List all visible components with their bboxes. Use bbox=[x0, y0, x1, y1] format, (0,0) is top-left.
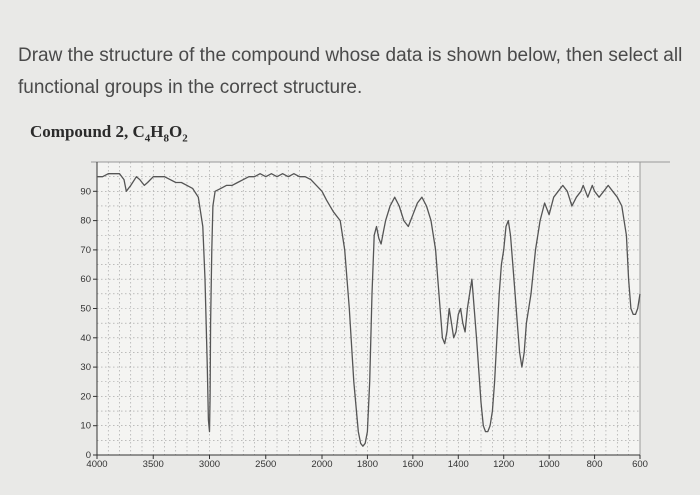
x-tick-label: 1600 bbox=[402, 459, 423, 470]
compound-title: Compound 2, C4H8O2 bbox=[30, 122, 188, 144]
formula-part: C bbox=[132, 122, 145, 141]
ir-transmittance-line bbox=[97, 173, 641, 447]
x-tick-label: 3000 bbox=[199, 459, 220, 470]
y-tick-label: 80 bbox=[80, 216, 91, 227]
x-tick-label: 1200 bbox=[493, 459, 514, 470]
y-tick-label: 10 bbox=[80, 421, 91, 432]
x-tick-label: 800 bbox=[587, 459, 603, 470]
formula-part: 8 bbox=[163, 132, 170, 145]
chart-grid bbox=[96, 162, 641, 455]
series-group bbox=[97, 173, 641, 447]
y-tick-label: 0 bbox=[86, 450, 91, 461]
molecular-formula: C4H8O2 bbox=[132, 122, 188, 145]
formula-part: H bbox=[150, 122, 164, 141]
y-tick-label: 60 bbox=[80, 274, 91, 285]
x-tick-label: 2500 bbox=[255, 459, 276, 470]
formula-part: 4 bbox=[144, 132, 151, 145]
y-tick-label: 20 bbox=[80, 391, 91, 402]
x-tick-label: 1800 bbox=[357, 459, 378, 470]
y-tick-label: 70 bbox=[80, 245, 91, 256]
x-tick-label: 1000 bbox=[539, 459, 560, 470]
y-tick-label: 30 bbox=[80, 362, 91, 373]
x-tick-label: 4000 bbox=[86, 459, 107, 470]
x-axis: 4000 3500 3000 2500 2000 1800 1600 1400 1200 1000… bbox=[86, 454, 648, 470]
y-axis: 0 10 20 30 40 50 60 70 80 90 bbox=[80, 162, 98, 461]
y-tick-label: 50 bbox=[80, 304, 91, 315]
y-tick-label: 90 bbox=[80, 186, 91, 197]
compound-label: Compound 2, bbox=[30, 122, 133, 141]
formula-part: 2 bbox=[182, 132, 188, 145]
x-tick-label: 600 bbox=[632, 459, 648, 470]
x-tick-label: 2000 bbox=[311, 459, 332, 470]
formula-part: O bbox=[169, 122, 183, 141]
y-tick-label: 40 bbox=[80, 333, 91, 344]
question-text: Draw the structure of the compound whose… bbox=[18, 45, 683, 98]
x-tick-label: 3500 bbox=[143, 459, 164, 470]
x-tick-label: 1400 bbox=[448, 459, 469, 470]
